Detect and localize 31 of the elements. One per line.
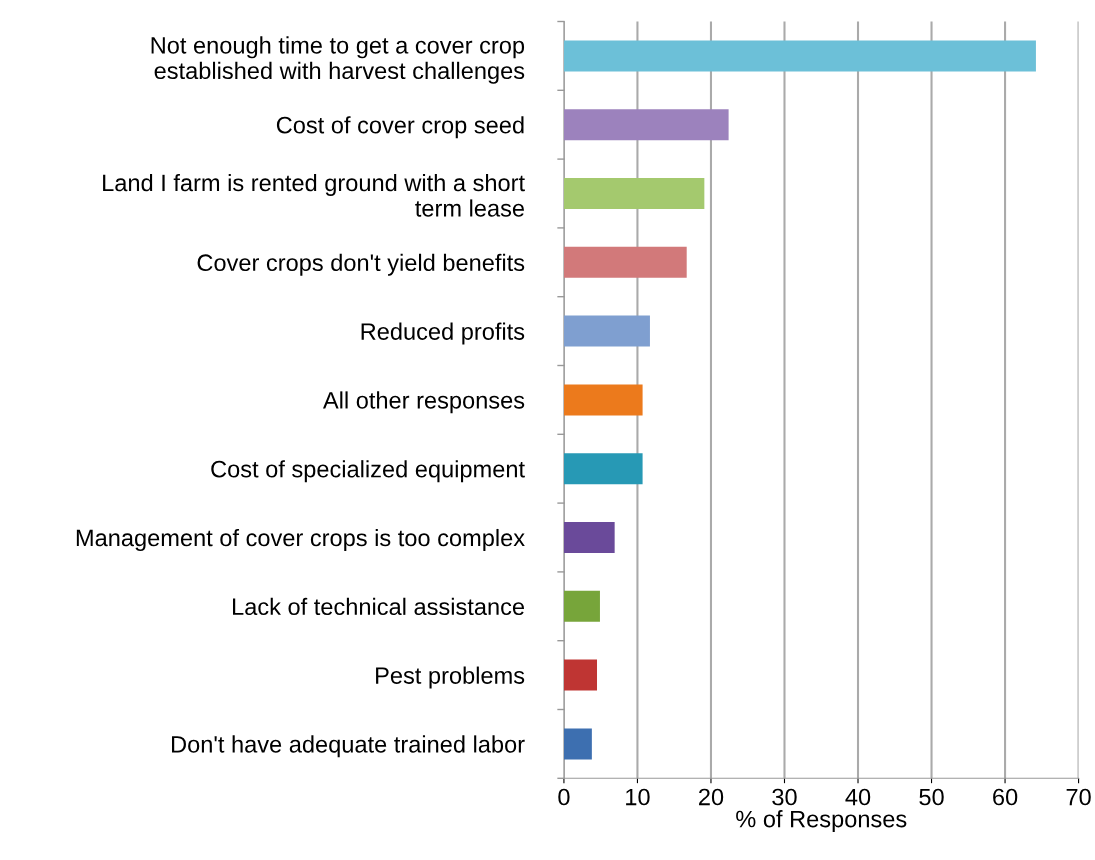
bar [563, 109, 729, 141]
x-tick-label: 0 [558, 788, 570, 806]
x-tick-label: 50 [919, 788, 944, 806]
x-axis-title: % of Responses [736, 810, 907, 833]
bar [563, 659, 598, 691]
bar [563, 246, 687, 278]
y-tick-label: Management of cover crops is too complex [76, 528, 525, 551]
y-tick-label: Reduced profits [361, 322, 525, 345]
bar [563, 40, 1036, 72]
y-tick-label: Don't have adequate trained labor [172, 735, 525, 758]
y-tick-label: Cost of specialized equipment [211, 460, 525, 483]
x-tick-label: 60 [993, 788, 1018, 806]
bar [563, 384, 643, 416]
bar [563, 315, 650, 347]
y-tick-label: All other responses [322, 391, 525, 414]
x-tick-label: 20 [699, 788, 724, 806]
y-tick-label: Cover crops don't yield benefits [197, 253, 525, 276]
y-tick-label: Cost of cover crop seed [276, 116, 524, 139]
x-tick-label: 70 [1066, 788, 1091, 806]
bar [563, 590, 600, 622]
x-tick-label: 10 [626, 788, 650, 806]
y-tick-label: Pest problems [376, 666, 525, 689]
y-tick-label: Not enough time to get a cover crop established with harvest challenges [151, 36, 525, 84]
bar [563, 728, 592, 760]
y-tick-label: Land I farm is rented ground with a short term lease [103, 173, 525, 217]
bar [563, 178, 705, 209]
bar [563, 522, 615, 553]
x-tick-label: 40 [845, 788, 871, 806]
bar [563, 453, 643, 485]
x-tick-label: 30 [772, 788, 797, 806]
y-tick-label: Lack of technical assistance [233, 597, 524, 616]
